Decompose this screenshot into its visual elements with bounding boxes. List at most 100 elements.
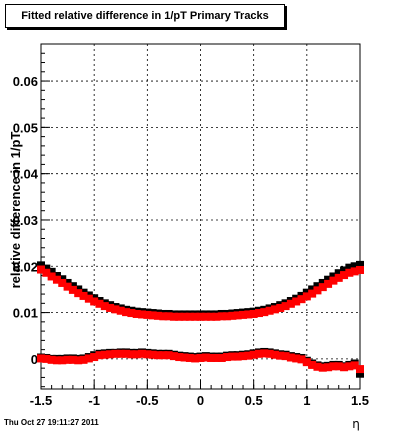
- data-point: [276, 303, 285, 312]
- data-point: [265, 306, 274, 315]
- y-tick-label: 0.06: [13, 74, 38, 89]
- data-point: [324, 363, 333, 372]
- series-1: [37, 265, 364, 321]
- data-point: [286, 353, 295, 362]
- data-point: [308, 360, 317, 369]
- y-tick-label: 0.03: [13, 213, 38, 228]
- data-point: [356, 365, 364, 374]
- data-point: [201, 353, 210, 362]
- data-point: [148, 350, 157, 359]
- data-point: [196, 312, 205, 321]
- data-point: [175, 353, 184, 362]
- data-point: [169, 352, 178, 361]
- data-point: [164, 351, 173, 360]
- data-markers: [37, 260, 364, 378]
- data-point: [254, 349, 263, 358]
- data-point: [58, 278, 67, 287]
- data-point: [334, 362, 343, 371]
- data-point: [122, 349, 131, 358]
- data-point: [350, 267, 359, 276]
- data-point: [164, 312, 173, 321]
- data-point: [260, 308, 269, 317]
- data-point: [228, 311, 237, 320]
- x-tick-label: 0: [197, 393, 204, 408]
- data-point: [47, 355, 56, 364]
- data-point: [90, 297, 99, 306]
- data-point: [340, 363, 349, 372]
- data-point: [52, 356, 61, 365]
- data-point: [196, 353, 205, 362]
- data-point: [313, 362, 322, 371]
- data-point: [185, 353, 194, 362]
- data-point: [132, 309, 141, 318]
- data-point: [329, 272, 338, 281]
- data-point: [68, 355, 77, 364]
- data-point: [345, 263, 354, 272]
- data-point: [350, 361, 359, 370]
- data-point: [116, 306, 125, 315]
- chart-title: Fitted relative difference in 1/pT Prima…: [5, 4, 285, 28]
- data-point: [308, 289, 317, 298]
- data-point: [254, 309, 263, 318]
- y-tick-label: 0.05: [13, 120, 38, 135]
- data-point: [292, 354, 301, 363]
- data-point: [79, 291, 88, 300]
- data-point: [68, 285, 77, 294]
- data-point: [37, 354, 45, 363]
- data-point: [260, 349, 269, 358]
- grid-lines: [41, 44, 360, 389]
- data-point: [148, 311, 157, 320]
- y-axis-label: relative difference in 1/pT: [8, 132, 23, 289]
- data-point: [138, 310, 147, 319]
- data-point: [63, 282, 72, 291]
- x-tick-label: -1: [88, 393, 100, 408]
- data-point: [239, 310, 248, 319]
- x-axis-label: η: [352, 417, 360, 431]
- data-point: [217, 312, 226, 321]
- data-point: [159, 312, 168, 321]
- data-point: [297, 295, 306, 304]
- data-point: [223, 353, 232, 362]
- data-point: [47, 267, 56, 276]
- data-point: [100, 350, 109, 359]
- data-point: [297, 355, 306, 364]
- y-tick-label: 0: [31, 352, 38, 367]
- data-point: [52, 275, 61, 284]
- data-point: [132, 350, 141, 359]
- data-point: [281, 302, 290, 311]
- data-point: [249, 309, 258, 318]
- data-point: [286, 299, 295, 308]
- data-point: [313, 286, 322, 295]
- data-point: [169, 312, 178, 321]
- x-tick-label: 1.5: [351, 393, 369, 408]
- data-point: [180, 353, 189, 362]
- data-point: [84, 354, 93, 363]
- data-point: [207, 312, 216, 321]
- data-point: [233, 352, 242, 361]
- data-point: [42, 268, 51, 277]
- data-point: [302, 358, 311, 367]
- data-point: [244, 310, 253, 319]
- data-point: [90, 353, 99, 362]
- data-point: [270, 305, 279, 314]
- data-point: [185, 312, 194, 321]
- data-point: [329, 362, 338, 371]
- data-point: [143, 310, 152, 319]
- data-point: [356, 260, 364, 269]
- axis-ticks: [40, 52, 361, 389]
- data-point: [318, 278, 327, 287]
- y-tick-label: 0.01: [13, 306, 38, 321]
- data-point: [37, 261, 45, 270]
- data-point: [159, 351, 168, 360]
- data-point: [191, 312, 200, 321]
- data-point: [318, 363, 327, 372]
- data-point: [345, 362, 354, 371]
- data-point: [329, 276, 338, 285]
- data-point: [127, 309, 136, 318]
- data-point: [302, 292, 311, 301]
- data-point: [138, 349, 147, 358]
- x-tick-labels: -1.5 -1 -0.5 0 0.5 1 1.5: [30, 393, 369, 408]
- data-point: [106, 303, 115, 312]
- data-point: [324, 279, 333, 288]
- data-point: [37, 265, 45, 274]
